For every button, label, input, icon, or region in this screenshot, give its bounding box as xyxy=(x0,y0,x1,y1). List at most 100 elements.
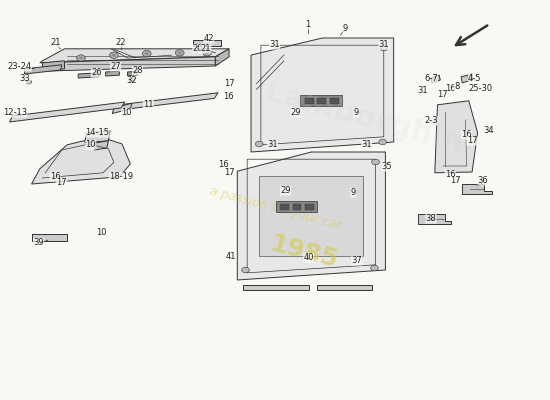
Text: 37: 37 xyxy=(351,256,362,265)
Polygon shape xyxy=(85,131,110,143)
Polygon shape xyxy=(31,137,130,184)
Text: 16: 16 xyxy=(461,130,472,139)
Polygon shape xyxy=(305,98,314,104)
Circle shape xyxy=(178,52,182,54)
Text: 25-30: 25-30 xyxy=(468,84,492,93)
Polygon shape xyxy=(431,75,441,83)
Text: 8: 8 xyxy=(454,82,459,91)
Text: 17: 17 xyxy=(224,80,234,88)
Circle shape xyxy=(76,55,85,61)
Circle shape xyxy=(142,50,151,57)
Text: 29: 29 xyxy=(280,186,291,195)
Polygon shape xyxy=(106,71,119,76)
Text: 36: 36 xyxy=(478,176,488,185)
Text: 4-5: 4-5 xyxy=(468,74,482,83)
Circle shape xyxy=(206,52,209,54)
Text: 10: 10 xyxy=(121,108,132,117)
Text: 28: 28 xyxy=(132,66,143,75)
Polygon shape xyxy=(276,201,317,212)
Text: 31: 31 xyxy=(270,40,280,49)
Text: 16: 16 xyxy=(445,84,455,93)
Circle shape xyxy=(241,267,249,273)
Text: 9: 9 xyxy=(354,108,359,117)
Circle shape xyxy=(255,141,263,147)
Text: 14-15: 14-15 xyxy=(85,128,109,137)
Text: 38: 38 xyxy=(426,214,436,223)
Polygon shape xyxy=(462,184,492,194)
Polygon shape xyxy=(194,40,221,46)
Circle shape xyxy=(145,52,149,55)
Polygon shape xyxy=(31,234,67,241)
Text: 22: 22 xyxy=(116,38,127,47)
Polygon shape xyxy=(10,102,125,122)
Text: 23-24: 23-24 xyxy=(8,62,31,71)
Text: a passion for your car: a passion for your car xyxy=(208,184,343,232)
Text: 17: 17 xyxy=(467,136,477,145)
Text: 31: 31 xyxy=(361,140,372,149)
Polygon shape xyxy=(317,98,326,104)
Polygon shape xyxy=(40,49,229,63)
Polygon shape xyxy=(116,93,218,110)
Text: 16: 16 xyxy=(50,172,60,181)
Circle shape xyxy=(112,54,115,56)
Polygon shape xyxy=(42,57,216,71)
Polygon shape xyxy=(129,78,135,82)
Polygon shape xyxy=(243,285,309,290)
Circle shape xyxy=(26,80,31,84)
Polygon shape xyxy=(461,74,473,83)
Text: 17: 17 xyxy=(437,90,447,99)
Text: 9: 9 xyxy=(350,188,356,197)
Text: 31: 31 xyxy=(417,86,428,95)
Circle shape xyxy=(79,57,82,59)
Text: 39: 39 xyxy=(34,238,44,247)
Text: 32: 32 xyxy=(126,76,138,85)
Polygon shape xyxy=(24,65,62,74)
Text: 35: 35 xyxy=(382,162,392,171)
Text: 10: 10 xyxy=(86,140,96,149)
Polygon shape xyxy=(95,141,108,150)
Text: 17: 17 xyxy=(224,168,234,177)
Text: 34: 34 xyxy=(483,126,494,135)
Polygon shape xyxy=(259,176,364,256)
Text: 2-3: 2-3 xyxy=(424,116,438,125)
Text: 27: 27 xyxy=(110,62,121,71)
Polygon shape xyxy=(300,95,342,106)
Text: 16: 16 xyxy=(445,170,455,179)
Circle shape xyxy=(379,139,387,145)
Polygon shape xyxy=(216,49,229,66)
Text: Lamborghini: Lamborghini xyxy=(261,78,477,162)
Text: 11: 11 xyxy=(143,100,153,109)
Polygon shape xyxy=(251,38,394,152)
Text: 26: 26 xyxy=(91,68,102,77)
Text: 41: 41 xyxy=(226,252,236,261)
Polygon shape xyxy=(330,98,339,104)
Polygon shape xyxy=(128,71,138,76)
Text: 12-13: 12-13 xyxy=(3,108,27,117)
Text: 10: 10 xyxy=(97,228,107,237)
Polygon shape xyxy=(419,214,451,224)
Circle shape xyxy=(175,50,184,56)
Polygon shape xyxy=(78,73,99,78)
Circle shape xyxy=(109,52,118,58)
Polygon shape xyxy=(317,285,372,290)
Text: 6-7: 6-7 xyxy=(424,74,438,83)
Polygon shape xyxy=(305,204,314,210)
Circle shape xyxy=(372,159,379,165)
Circle shape xyxy=(380,45,388,51)
Text: 16: 16 xyxy=(218,160,229,169)
Text: 16: 16 xyxy=(223,92,233,101)
Polygon shape xyxy=(293,204,301,210)
Text: 1985: 1985 xyxy=(266,231,340,273)
Text: 29: 29 xyxy=(290,108,301,117)
Polygon shape xyxy=(280,204,289,210)
Circle shape xyxy=(371,265,378,271)
Circle shape xyxy=(203,50,212,56)
Polygon shape xyxy=(237,152,386,280)
Text: 42: 42 xyxy=(204,34,214,43)
Polygon shape xyxy=(112,103,132,114)
Text: 21: 21 xyxy=(50,38,60,47)
Text: 9: 9 xyxy=(343,24,348,33)
Polygon shape xyxy=(435,101,477,173)
Text: 18-19: 18-19 xyxy=(109,172,133,181)
Text: 17: 17 xyxy=(57,178,67,187)
